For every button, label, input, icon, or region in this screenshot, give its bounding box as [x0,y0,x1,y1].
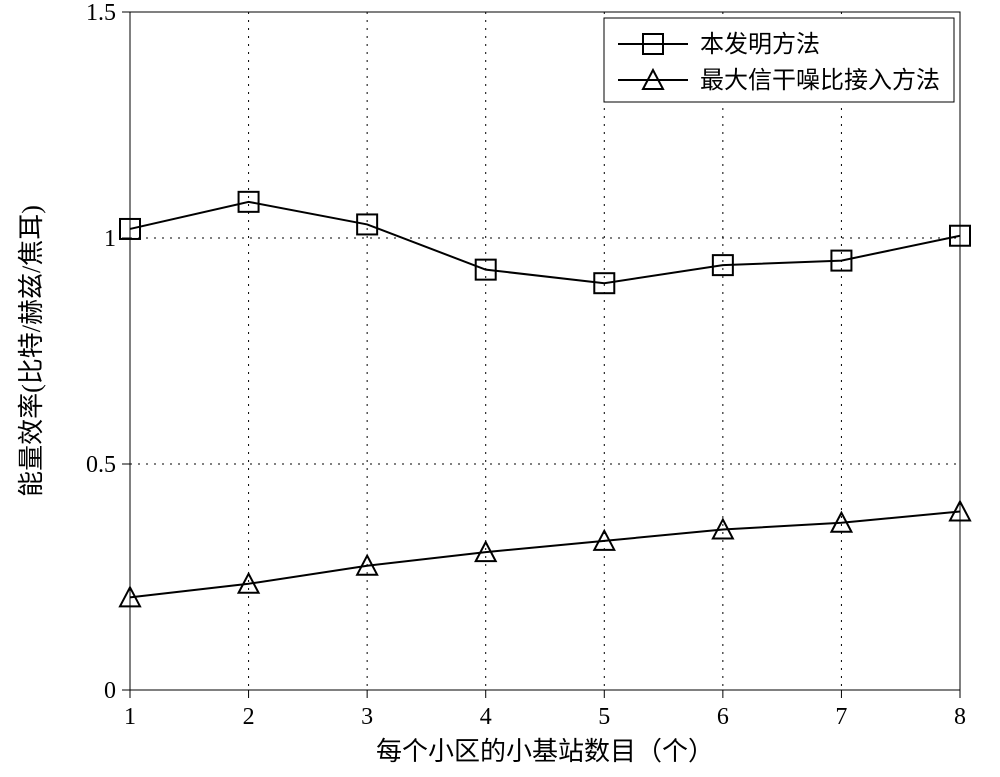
y-tick-label: 1.5 [86,0,116,26]
x-tick-label: 4 [480,704,492,730]
x-tick-label: 5 [598,704,610,730]
x-tick-label: 1 [124,704,136,730]
x-tick-label: 6 [717,704,729,730]
legend: 本发明方法最大信干噪比接入方法 [604,18,954,102]
x-tick-label: 3 [361,704,373,730]
line-chart: 1 2 3 4 5 6 7 8 0 0.5 1 1.5 每个小区的小基站数目（个） 能量效率(比特/赫兹/… [0,0,1000,777]
y-tick-label: 0 [104,678,116,704]
y-tick-label: 0.5 [86,452,116,478]
x-axis-label: 每个小区的小基站数目（个） [376,737,714,766]
x-tick-label: 8 [954,704,966,730]
x-tick-label: 2 [243,704,255,730]
chart-container: 1 2 3 4 5 6 7 8 0 0.5 1 1.5 每个小区的小基站数目（个） 能量效率(比特/赫兹/… [0,0,1000,777]
y-tick-label: 1 [104,226,116,252]
legend-label: 最大信干噪比接入方法 [700,67,940,94]
y-axis-label: 能量效率(比特/赫兹/焦耳) [17,205,46,497]
legend-label: 本发明方法 [700,31,820,58]
x-tick-label: 7 [835,704,847,730]
